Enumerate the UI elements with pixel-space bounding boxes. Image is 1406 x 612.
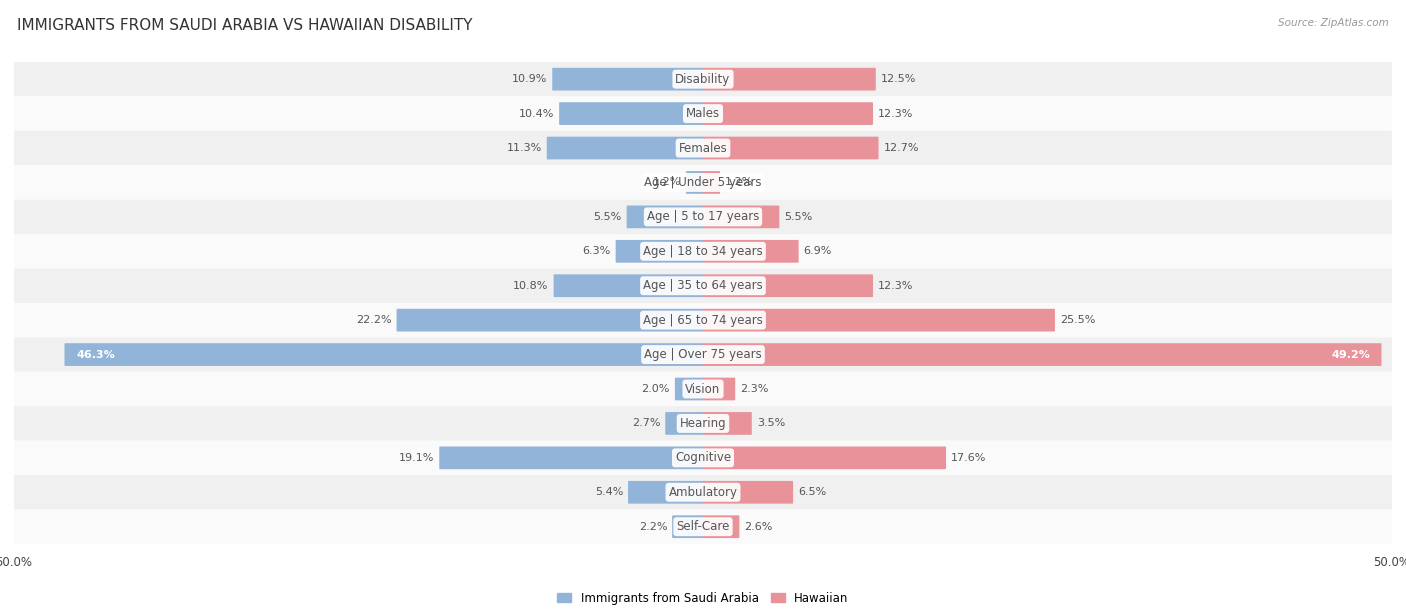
FancyBboxPatch shape: [14, 371, 1392, 406]
FancyBboxPatch shape: [14, 200, 1392, 234]
Text: 2.6%: 2.6%: [744, 521, 773, 532]
Text: Hearing: Hearing: [679, 417, 727, 430]
FancyBboxPatch shape: [396, 309, 703, 332]
Text: 12.7%: 12.7%: [883, 143, 920, 153]
FancyBboxPatch shape: [14, 337, 1392, 371]
FancyBboxPatch shape: [547, 136, 703, 159]
FancyBboxPatch shape: [14, 509, 1392, 544]
FancyBboxPatch shape: [14, 406, 1392, 441]
Text: 2.7%: 2.7%: [631, 419, 661, 428]
FancyBboxPatch shape: [14, 131, 1392, 165]
Text: 10.4%: 10.4%: [519, 108, 554, 119]
Text: Ambulatory: Ambulatory: [668, 486, 738, 499]
Text: 5.4%: 5.4%: [595, 487, 623, 498]
Text: Females: Females: [679, 141, 727, 154]
FancyBboxPatch shape: [686, 171, 703, 194]
Legend: Immigrants from Saudi Arabia, Hawaiian: Immigrants from Saudi Arabia, Hawaiian: [553, 587, 853, 610]
FancyBboxPatch shape: [14, 234, 1392, 269]
Text: 6.5%: 6.5%: [799, 487, 827, 498]
FancyBboxPatch shape: [703, 378, 735, 400]
FancyBboxPatch shape: [14, 303, 1392, 337]
FancyBboxPatch shape: [703, 240, 799, 263]
Text: Age | 5 to 17 years: Age | 5 to 17 years: [647, 211, 759, 223]
Text: Vision: Vision: [685, 382, 721, 395]
Text: 2.2%: 2.2%: [638, 521, 668, 532]
FancyBboxPatch shape: [703, 447, 946, 469]
FancyBboxPatch shape: [14, 62, 1392, 96]
Text: 5.5%: 5.5%: [593, 212, 621, 222]
FancyBboxPatch shape: [703, 515, 740, 538]
Text: 25.5%: 25.5%: [1060, 315, 1095, 325]
FancyBboxPatch shape: [553, 68, 703, 91]
Text: 46.3%: 46.3%: [76, 349, 115, 360]
FancyBboxPatch shape: [14, 441, 1392, 475]
FancyBboxPatch shape: [703, 412, 752, 435]
Text: Age | Under 5 years: Age | Under 5 years: [644, 176, 762, 189]
FancyBboxPatch shape: [703, 136, 879, 159]
Text: 1.2%: 1.2%: [652, 177, 681, 187]
FancyBboxPatch shape: [703, 343, 1382, 366]
FancyBboxPatch shape: [703, 481, 793, 504]
Text: Age | Over 75 years: Age | Over 75 years: [644, 348, 762, 361]
FancyBboxPatch shape: [628, 481, 703, 504]
Text: Self-Care: Self-Care: [676, 520, 730, 533]
Text: Cognitive: Cognitive: [675, 452, 731, 465]
Text: 49.2%: 49.2%: [1331, 349, 1369, 360]
Text: Age | 18 to 34 years: Age | 18 to 34 years: [643, 245, 763, 258]
Text: 11.3%: 11.3%: [506, 143, 541, 153]
Text: 10.8%: 10.8%: [513, 281, 548, 291]
Text: 3.5%: 3.5%: [756, 419, 785, 428]
FancyBboxPatch shape: [675, 378, 703, 400]
Text: Age | 35 to 64 years: Age | 35 to 64 years: [643, 279, 763, 292]
FancyBboxPatch shape: [14, 269, 1392, 303]
Text: Source: ZipAtlas.com: Source: ZipAtlas.com: [1278, 18, 1389, 28]
FancyBboxPatch shape: [665, 412, 703, 435]
FancyBboxPatch shape: [703, 274, 873, 297]
Text: 2.0%: 2.0%: [641, 384, 669, 394]
Text: 2.3%: 2.3%: [740, 384, 769, 394]
Text: Males: Males: [686, 107, 720, 120]
Text: Disability: Disability: [675, 73, 731, 86]
FancyBboxPatch shape: [703, 171, 720, 194]
Text: 12.5%: 12.5%: [880, 74, 917, 84]
FancyBboxPatch shape: [14, 165, 1392, 200]
FancyBboxPatch shape: [672, 515, 703, 538]
FancyBboxPatch shape: [703, 309, 1054, 332]
Text: 6.9%: 6.9%: [804, 246, 832, 256]
Text: 1.2%: 1.2%: [725, 177, 754, 187]
FancyBboxPatch shape: [703, 102, 873, 125]
Text: 5.5%: 5.5%: [785, 212, 813, 222]
Text: 19.1%: 19.1%: [399, 453, 434, 463]
FancyBboxPatch shape: [439, 447, 703, 469]
FancyBboxPatch shape: [703, 206, 779, 228]
Text: 12.3%: 12.3%: [877, 108, 914, 119]
Text: 12.3%: 12.3%: [877, 281, 914, 291]
Text: 6.3%: 6.3%: [582, 246, 610, 256]
FancyBboxPatch shape: [65, 343, 703, 366]
FancyBboxPatch shape: [14, 475, 1392, 509]
Text: 10.9%: 10.9%: [512, 74, 547, 84]
Text: 17.6%: 17.6%: [950, 453, 987, 463]
FancyBboxPatch shape: [627, 206, 703, 228]
FancyBboxPatch shape: [14, 96, 1392, 131]
FancyBboxPatch shape: [616, 240, 703, 263]
FancyBboxPatch shape: [560, 102, 703, 125]
Text: 22.2%: 22.2%: [356, 315, 392, 325]
Text: Age | 65 to 74 years: Age | 65 to 74 years: [643, 314, 763, 327]
Text: IMMIGRANTS FROM SAUDI ARABIA VS HAWAIIAN DISABILITY: IMMIGRANTS FROM SAUDI ARABIA VS HAWAIIAN…: [17, 18, 472, 34]
FancyBboxPatch shape: [554, 274, 703, 297]
FancyBboxPatch shape: [703, 68, 876, 91]
